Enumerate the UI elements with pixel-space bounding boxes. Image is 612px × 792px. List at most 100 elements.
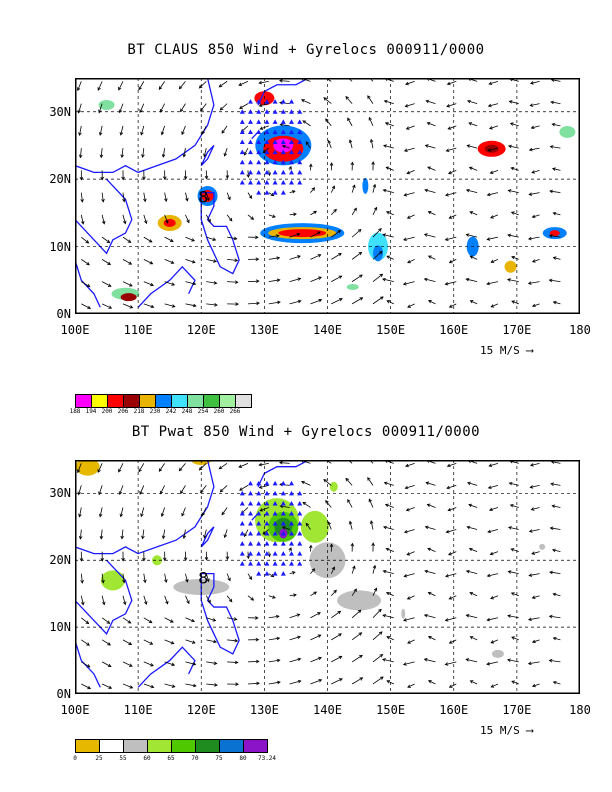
wind-arrowhead bbox=[291, 571, 296, 575]
wind-arrowhead bbox=[288, 165, 292, 170]
wind-arrow bbox=[101, 303, 112, 309]
wind-arrowhead bbox=[164, 579, 168, 584]
wind-arrow bbox=[487, 147, 499, 152]
wind-arrowhead bbox=[369, 520, 374, 524]
gyre-location-marker bbox=[256, 561, 262, 566]
wind-arrow bbox=[489, 507, 499, 511]
cloud-shade bbox=[559, 125, 576, 138]
wind-arrow bbox=[469, 211, 478, 216]
wind-arrow bbox=[528, 617, 540, 621]
wind-arrowhead bbox=[550, 100, 555, 105]
gyre-location-marker bbox=[272, 521, 278, 526]
wind-arrowhead bbox=[85, 240, 90, 244]
wind-arrowhead bbox=[149, 641, 154, 645]
wind-arrowhead bbox=[139, 109, 143, 114]
wind-arrowhead bbox=[203, 153, 207, 158]
wind-arrowhead bbox=[530, 125, 535, 130]
wind-arrowhead bbox=[165, 219, 169, 224]
wind-arrowhead bbox=[446, 485, 450, 490]
wind-arrow bbox=[331, 230, 341, 238]
gyre-location-marker bbox=[256, 551, 262, 556]
gyre-location-marker bbox=[247, 99, 253, 104]
wind-arrow bbox=[205, 192, 210, 201]
wind-arrow bbox=[143, 683, 154, 688]
wind-arrow bbox=[549, 279, 561, 283]
wind-arrow bbox=[247, 573, 252, 580]
colorbar-swatch bbox=[75, 739, 100, 753]
wind-arrowhead bbox=[297, 679, 302, 684]
wind-arrowhead bbox=[308, 544, 313, 549]
wind-arrow bbox=[143, 573, 146, 583]
wind-arrow bbox=[331, 298, 343, 305]
wind-arrowhead bbox=[383, 481, 388, 486]
wind-arrow bbox=[330, 185, 335, 193]
wind-arrow bbox=[488, 485, 499, 489]
gyre-location-marker bbox=[280, 531, 286, 536]
panel1-title: BT CLAUS 850 Wind + Gyrelocs 000911/0000 bbox=[127, 42, 485, 58]
wind-arrow bbox=[445, 617, 457, 621]
wind-arrowhead bbox=[159, 108, 164, 113]
wind-arrowhead bbox=[427, 635, 432, 640]
colorbar-swatch bbox=[123, 739, 148, 753]
gyre-location-marker bbox=[264, 561, 270, 566]
wind-arrow bbox=[101, 661, 112, 667]
wind-arrow bbox=[427, 122, 436, 127]
wind-arrow bbox=[351, 185, 356, 193]
wind-arrow bbox=[183, 529, 186, 539]
wind-arrow bbox=[81, 236, 89, 244]
wind-arrow bbox=[101, 236, 110, 244]
gyre-location-marker bbox=[289, 510, 295, 516]
wind-arrowhead bbox=[212, 618, 217, 622]
wind-arrow bbox=[259, 462, 269, 466]
wind-arrow bbox=[185, 192, 188, 201]
wind-arrowhead bbox=[383, 144, 387, 148]
wind-arrowhead bbox=[468, 122, 473, 126]
wind-arrowhead bbox=[221, 511, 225, 516]
wind-arrowhead bbox=[425, 99, 430, 104]
wind-arrow bbox=[101, 595, 105, 605]
wind-arrow bbox=[203, 529, 207, 538]
wind-arrow bbox=[179, 463, 186, 471]
wind-arrowhead bbox=[225, 175, 230, 179]
wind-arrow bbox=[405, 462, 415, 467]
wind-arrow bbox=[386, 636, 394, 641]
wind-arrowhead bbox=[150, 684, 155, 689]
gyre-location-marker bbox=[247, 159, 253, 165]
wind-arrowhead bbox=[291, 190, 296, 194]
wind-arrowhead bbox=[508, 144, 512, 149]
wind-arrowhead bbox=[204, 556, 209, 561]
wind-arrow bbox=[160, 103, 165, 113]
wind-arrow bbox=[351, 297, 363, 305]
wind-arrow bbox=[467, 526, 478, 530]
gyre-location-marker bbox=[272, 169, 278, 175]
wind-arrowhead bbox=[372, 183, 377, 188]
wind-arrowhead bbox=[255, 257, 260, 262]
gyre-location-marker bbox=[264, 510, 270, 516]
wind-arrow bbox=[289, 190, 296, 194]
wind-arrow bbox=[487, 617, 499, 621]
wind-arrow bbox=[424, 234, 436, 238]
wind-arrowhead bbox=[427, 211, 432, 215]
wind-arrowhead bbox=[465, 614, 470, 618]
wind-arrowhead bbox=[118, 109, 123, 114]
wind-arrow bbox=[279, 462, 290, 464]
wind-arrowhead bbox=[87, 685, 92, 690]
gyre-location-marker bbox=[264, 571, 270, 576]
wind-arrow bbox=[120, 125, 124, 136]
wind-arrow bbox=[553, 257, 561, 260]
wind-arrow bbox=[185, 303, 197, 307]
wind-arrowhead bbox=[107, 663, 112, 668]
wind-arrowhead bbox=[162, 557, 167, 562]
wind-arrow bbox=[383, 526, 394, 530]
wind-arrow bbox=[280, 123, 290, 127]
wind-arrowhead bbox=[357, 609, 362, 614]
wind-arrowhead bbox=[258, 80, 263, 85]
wind-arrowhead bbox=[200, 107, 204, 112]
wind-arrowhead bbox=[469, 255, 474, 259]
wind-arrow bbox=[247, 660, 259, 663]
wind-arrowhead bbox=[486, 281, 491, 286]
wind-arrowhead bbox=[301, 99, 305, 103]
wind-arrow bbox=[507, 615, 519, 619]
wind-arrowhead bbox=[447, 126, 452, 130]
coastline bbox=[137, 265, 196, 308]
